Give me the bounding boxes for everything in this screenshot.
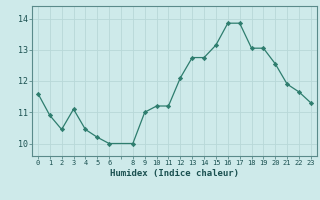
X-axis label: Humidex (Indice chaleur): Humidex (Indice chaleur) (110, 169, 239, 178)
